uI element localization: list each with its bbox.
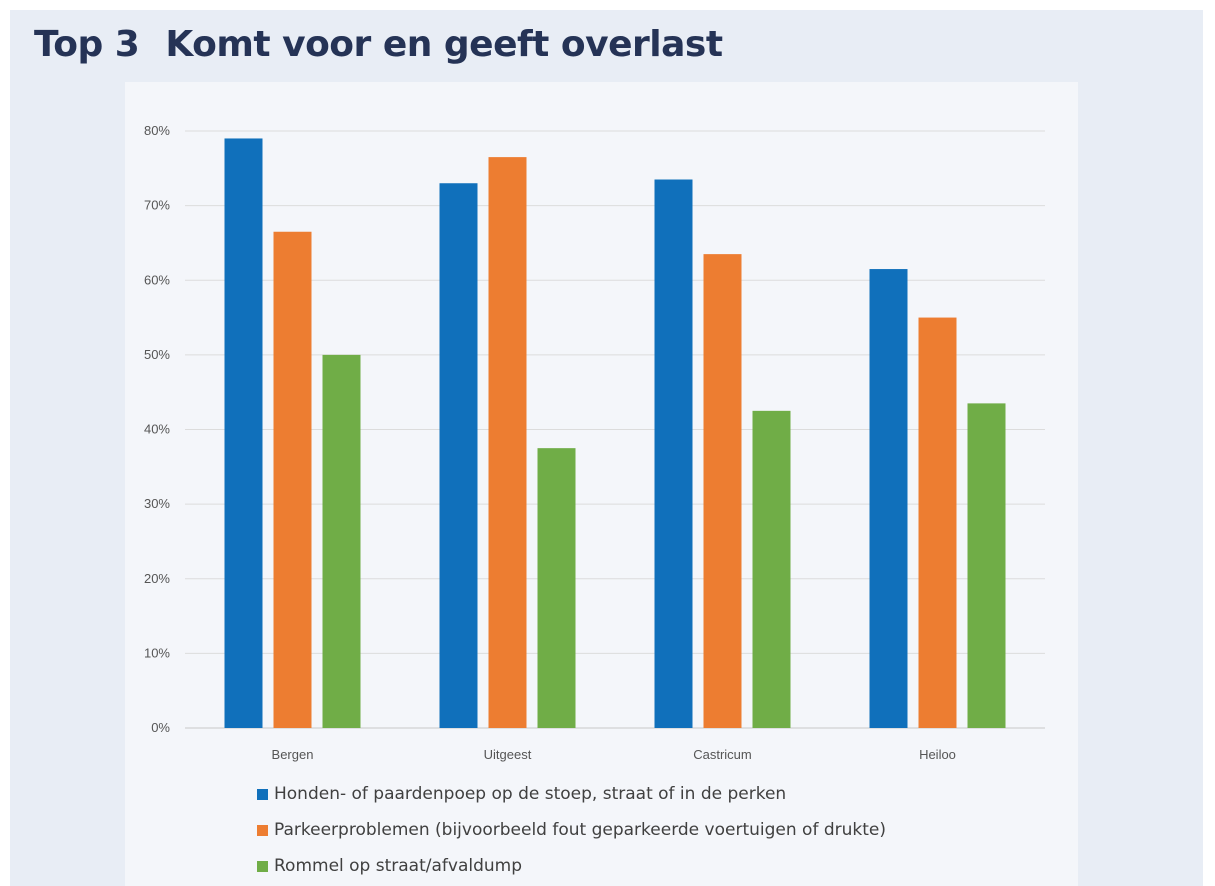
bar xyxy=(439,183,478,729)
bar-chart: 0% 10% 20% 30% 40% 50% 60% 70% 80% Bergen Uitgeest… xyxy=(144,123,1045,762)
y-tick-label: 70% xyxy=(144,198,170,213)
y-tick-label: 20% xyxy=(144,571,170,586)
legend-swatch-3 xyxy=(257,860,268,872)
bar xyxy=(224,138,263,728)
bar xyxy=(537,448,576,728)
title-text: Komt voor en geeft overlast xyxy=(165,24,723,65)
legend-item-3: Rommel op straat/afvaldump xyxy=(257,848,886,884)
y-tick-label: 40% xyxy=(144,422,170,437)
y-tick-label: 80% xyxy=(144,123,170,138)
bar xyxy=(869,269,908,728)
slide: Top 3 Komt voor en geeft overlast 0% 10% 20… xyxy=(10,10,1203,886)
y-tick-label: 60% xyxy=(144,272,170,287)
bar xyxy=(654,179,693,729)
legend-swatch-2 xyxy=(257,824,268,836)
title-number: Top 3 xyxy=(34,24,140,65)
chart-panel: 0% 10% 20% 30% 40% 50% 60% 70% 80% Bergen Uitgeest… xyxy=(125,82,1078,886)
legend-label-2: Parkeerproblemen (bijvoorbeeld fout gepa… xyxy=(274,820,886,840)
legend-swatch-1 xyxy=(257,788,268,800)
bar xyxy=(488,157,527,728)
legend: Honden- of paardenpoep op de stoep, stra… xyxy=(257,776,886,884)
y-tick-label: 0% xyxy=(151,720,170,735)
legend-item-2: Parkeerproblemen (bijvoorbeeld fout gepa… xyxy=(257,812,886,848)
x-tick-label: Bergen xyxy=(272,747,314,762)
legend-label-1: Honden- of paardenpoep op de stoep, stra… xyxy=(274,784,787,804)
bar xyxy=(322,354,361,728)
bar xyxy=(273,231,312,728)
legend-item-1: Honden- of paardenpoep op de stoep, stra… xyxy=(257,776,886,812)
y-tick-label: 50% xyxy=(144,347,170,362)
bar xyxy=(918,317,957,728)
page-title: Top 3 Komt voor en geeft overlast xyxy=(34,24,723,65)
x-tick-label: Castricum xyxy=(693,747,752,762)
x-tick-label: Uitgeest xyxy=(484,747,532,762)
x-tick-label: Heiloo xyxy=(919,747,956,762)
y-tick-label: 10% xyxy=(144,645,170,660)
bar xyxy=(752,410,791,728)
bar xyxy=(703,254,742,728)
bar xyxy=(967,403,1006,728)
y-tick-label: 30% xyxy=(144,496,170,511)
legend-label-3: Rommel op straat/afvaldump xyxy=(274,856,523,876)
